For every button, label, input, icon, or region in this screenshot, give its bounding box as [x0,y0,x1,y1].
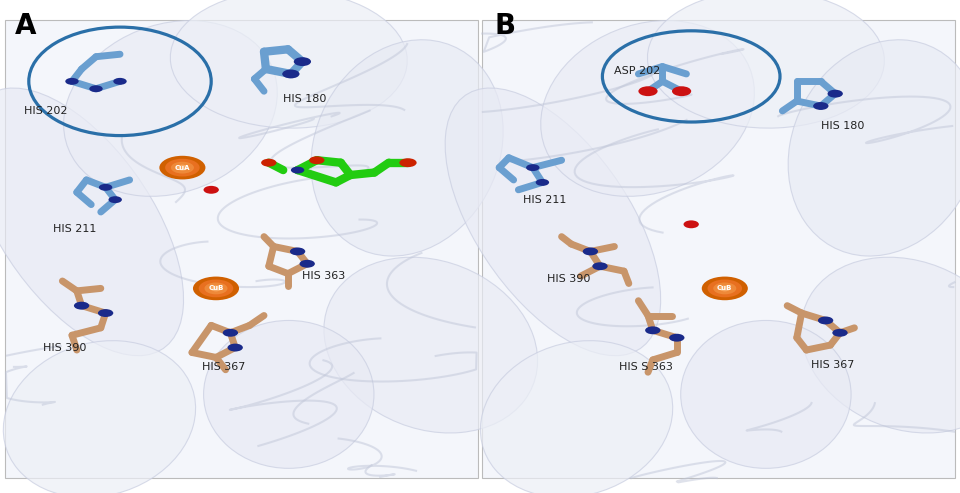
Circle shape [583,247,598,255]
Text: HIS 367: HIS 367 [811,360,854,370]
Ellipse shape [801,257,960,433]
Circle shape [199,280,233,297]
Ellipse shape [170,0,407,128]
Circle shape [165,159,200,176]
Circle shape [223,329,238,337]
Circle shape [708,280,742,297]
Text: HIS 180: HIS 180 [821,121,864,131]
Circle shape [309,156,324,164]
Circle shape [702,277,748,300]
Circle shape [108,196,122,203]
Text: HIS 211: HIS 211 [523,195,566,205]
Circle shape [177,165,188,171]
Text: HIS 180: HIS 180 [283,94,326,104]
Circle shape [193,277,239,300]
Ellipse shape [3,341,196,493]
Circle shape [832,329,848,337]
Ellipse shape [445,88,660,355]
Circle shape [713,282,736,294]
Text: HIS 390: HIS 390 [547,274,590,283]
Text: CuB: CuB [208,285,224,291]
Circle shape [99,184,112,191]
Circle shape [526,164,540,171]
Circle shape [204,186,219,194]
Ellipse shape [540,21,755,196]
Circle shape [98,309,113,317]
Circle shape [645,326,660,334]
FancyBboxPatch shape [482,20,955,478]
Ellipse shape [63,21,277,196]
Text: HIS S 363: HIS S 363 [619,362,673,372]
Circle shape [669,334,684,342]
Circle shape [228,344,243,352]
Circle shape [291,167,304,174]
Circle shape [171,162,194,174]
Circle shape [638,86,658,96]
Circle shape [261,159,276,167]
Circle shape [65,78,79,85]
Ellipse shape [480,341,673,493]
Circle shape [290,247,305,255]
Ellipse shape [681,320,852,468]
Text: B: B [494,12,516,40]
Circle shape [813,102,828,110]
Circle shape [719,285,731,291]
Circle shape [592,262,608,270]
Circle shape [684,220,699,228]
Circle shape [210,285,222,291]
Circle shape [113,78,127,85]
Circle shape [536,179,549,186]
Text: CuB: CuB [717,285,732,291]
Circle shape [282,70,300,78]
Text: HIS 363: HIS 363 [302,271,346,281]
Text: HIS 367: HIS 367 [202,362,245,372]
Text: CuA: CuA [175,165,190,171]
Text: ASP 202: ASP 202 [614,67,660,76]
Text: HIS 211: HIS 211 [53,224,96,234]
Circle shape [818,317,833,324]
Ellipse shape [311,40,503,256]
Ellipse shape [647,0,884,128]
Text: HIS 202: HIS 202 [24,106,67,116]
Ellipse shape [204,320,374,468]
Circle shape [294,57,311,66]
Circle shape [672,86,691,96]
Text: HIS 390: HIS 390 [43,343,86,352]
Ellipse shape [0,88,183,355]
Ellipse shape [788,40,960,256]
Circle shape [300,260,315,268]
Circle shape [89,85,103,92]
FancyBboxPatch shape [5,20,478,478]
Ellipse shape [324,257,538,433]
Circle shape [828,90,843,98]
Circle shape [204,282,228,294]
Circle shape [74,302,89,310]
Circle shape [399,158,417,167]
Text: A: A [14,12,36,40]
Circle shape [159,156,205,179]
